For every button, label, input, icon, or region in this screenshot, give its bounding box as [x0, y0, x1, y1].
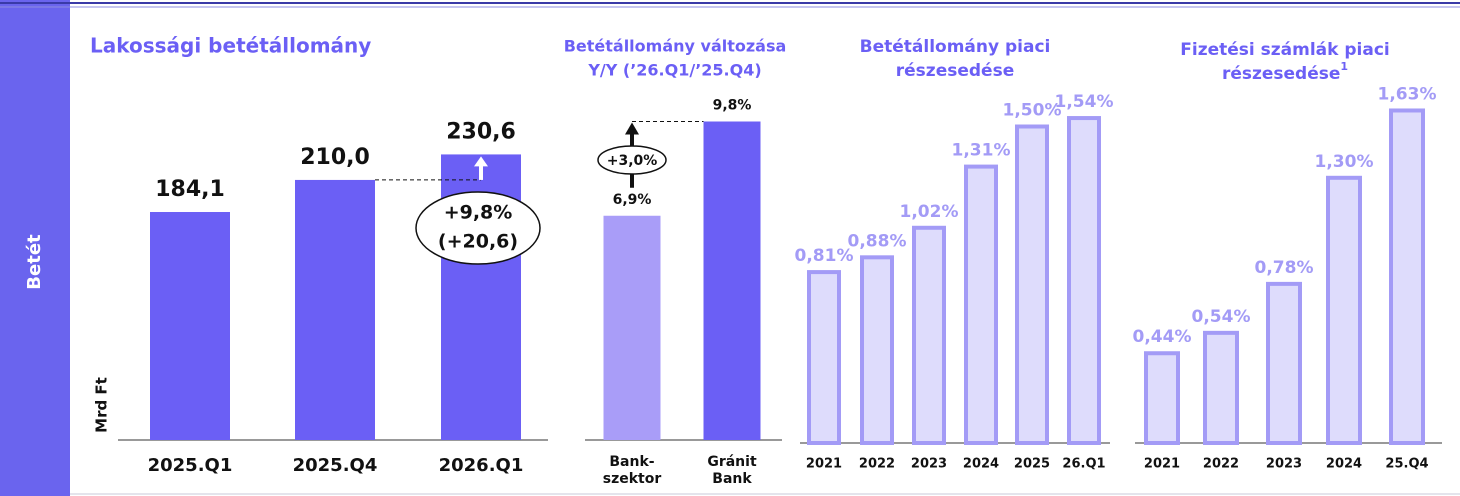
- bar: [964, 164, 998, 445]
- x-tick-label: 2024: [963, 457, 999, 472]
- footnote-marker: 1: [1340, 60, 1348, 73]
- value-label: 184,1: [155, 177, 225, 202]
- x-tick-label: Gránit: [707, 454, 757, 470]
- bar: [150, 212, 230, 440]
- value-label: 0,88%: [848, 231, 907, 251]
- x-tick-label: szektor: [603, 471, 662, 487]
- x-tick-label: 2023: [911, 457, 947, 472]
- bar: [1326, 175, 1362, 446]
- x-tick-label: Bank-: [609, 454, 654, 470]
- value-label: 0,54%: [1192, 307, 1251, 327]
- chart-title: Y/Y (’26.Q1/’25.Q4): [587, 61, 761, 80]
- annotation: (+20,6): [438, 231, 518, 253]
- chart-title: részesedése1: [1222, 60, 1348, 84]
- x-tick-label: 26.Q1: [1062, 457, 1105, 472]
- x-tick-label: 2025.Q4: [293, 455, 378, 476]
- bar: [603, 215, 661, 440]
- value-label: 1,54%: [1055, 92, 1114, 112]
- bar: [860, 255, 894, 445]
- annotation-bubble: [597, 145, 667, 175]
- x-tick-label: 2025: [1014, 457, 1050, 472]
- chart-title: Betétállomány piaci: [860, 37, 1051, 57]
- side-label: Betét: [24, 234, 45, 290]
- value-label: 1,02%: [900, 202, 959, 222]
- bar: [1389, 108, 1425, 445]
- side-band: [0, 0, 70, 496]
- bar: [1067, 116, 1101, 445]
- x-tick-label: Bank: [712, 471, 752, 487]
- value-label: 0,81%: [795, 246, 854, 266]
- value-label: 1,31%: [952, 141, 1011, 161]
- value-label: 230,6: [446, 119, 516, 144]
- x-tick-label: 2021: [1144, 457, 1180, 472]
- bar: [912, 225, 946, 445]
- bar: [1266, 281, 1302, 445]
- value-label: 1,63%: [1378, 84, 1437, 104]
- value-label: 0,78%: [1255, 258, 1314, 278]
- value-label: 9,8%: [713, 98, 752, 114]
- x-tick-label: 2022: [1203, 457, 1239, 472]
- x-tick-label: 2023: [1266, 457, 1302, 472]
- arrow-head: [474, 156, 488, 167]
- bar: [807, 270, 841, 445]
- bar: [1144, 351, 1180, 445]
- bar: [1203, 330, 1239, 445]
- annotation: +9,8%: [444, 202, 513, 224]
- chart-title: Fizetési számlák piaci: [1180, 40, 1389, 60]
- x-tick-label: 2026.Q1: [439, 455, 524, 476]
- value-label: 6,9%: [613, 192, 652, 208]
- chart-title: részesedése: [896, 61, 1014, 81]
- arrow-head: [625, 122, 639, 135]
- bar: [1015, 124, 1049, 445]
- chart-title: Betétállomány változása: [564, 37, 787, 56]
- x-tick-label: 2021: [806, 457, 842, 472]
- value-label: 1,30%: [1315, 152, 1374, 172]
- annotation: +3,0%: [607, 153, 658, 169]
- bar: [703, 121, 761, 440]
- x-tick-label: 2025.Q1: [148, 455, 233, 476]
- x-tick-label: 2022: [859, 457, 895, 472]
- value-label: 1,50%: [1003, 101, 1062, 121]
- x-tick-label: 2024: [1326, 457, 1362, 472]
- chart-title: Lakossági betétállomány: [90, 34, 371, 58]
- value-label: 0,44%: [1133, 327, 1192, 347]
- value-label: 210,0: [300, 145, 370, 170]
- x-tick-label: 25.Q4: [1385, 457, 1428, 472]
- y-axis-label: Mrd Ft: [93, 377, 111, 433]
- bar: [295, 179, 375, 440]
- annotation-bubble: [415, 191, 541, 265]
